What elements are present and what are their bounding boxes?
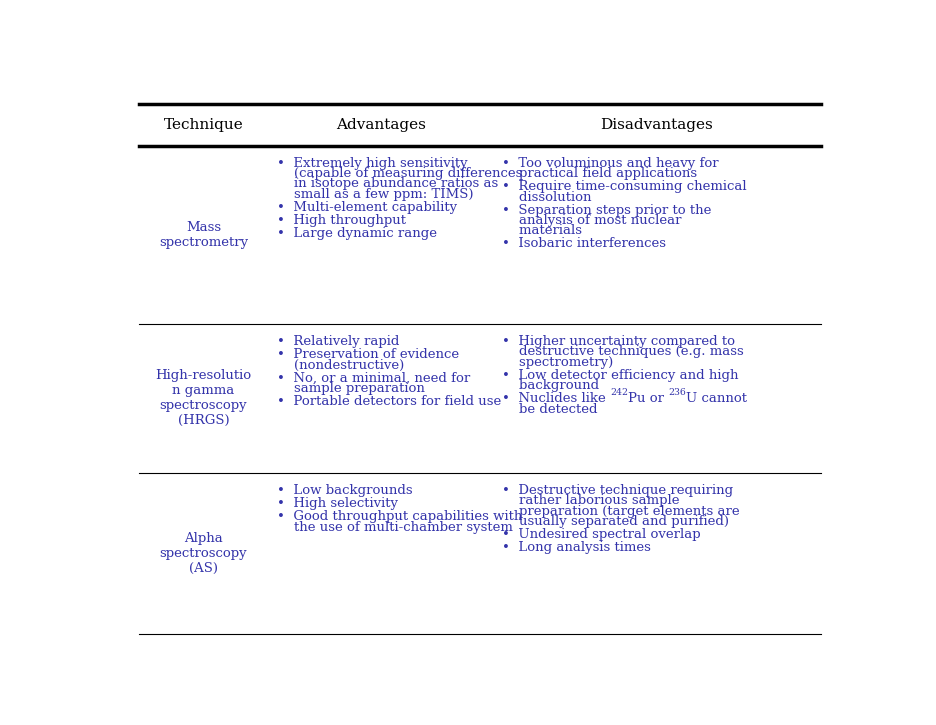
Text: •  Nuclides like: • Nuclides like [502, 392, 610, 405]
Text: Technique: Technique [164, 117, 243, 132]
Text: •  Low backgrounds: • Low backgrounds [277, 484, 413, 497]
Text: U cannot: U cannot [686, 392, 747, 405]
Text: •  Relatively rapid: • Relatively rapid [277, 335, 400, 348]
Text: 236: 236 [668, 389, 686, 397]
Text: (nondestructive): (nondestructive) [277, 359, 404, 371]
Text: •  No, or a minimal, need for: • No, or a minimal, need for [277, 372, 470, 385]
Text: •  Long analysis times: • Long analysis times [502, 542, 651, 555]
Text: destructive techniques (e.g. mass: destructive techniques (e.g. mass [502, 345, 744, 358]
Text: Pu or: Pu or [628, 392, 668, 405]
Text: •  High selectivity: • High selectivity [277, 497, 398, 510]
Text: •  Isobaric interferences: • Isobaric interferences [502, 238, 666, 250]
Text: background: background [502, 379, 599, 392]
Text: •  Low detector efficiency and high: • Low detector efficiency and high [502, 369, 739, 382]
Text: 242: 242 [610, 389, 628, 397]
Text: Disadvantages: Disadvantages [601, 117, 713, 132]
Text: materials: materials [502, 224, 582, 237]
Text: spectrometry): spectrometry) [502, 356, 613, 369]
Text: Advantages: Advantages [336, 117, 426, 132]
Text: •  Destructive technique requiring: • Destructive technique requiring [502, 484, 733, 497]
Text: Mass
spectrometry: Mass spectrometry [159, 220, 248, 249]
Text: •  Preservation of evidence: • Preservation of evidence [277, 348, 460, 361]
Text: (capable of measuring differences: (capable of measuring differences [277, 167, 522, 180]
Text: small as a few ppm: TIMS): small as a few ppm: TIMS) [277, 188, 474, 201]
Text: •  Require time-consuming chemical: • Require time-consuming chemical [502, 181, 747, 194]
Text: •  Too voluminous and heavy for: • Too voluminous and heavy for [502, 157, 719, 170]
Text: practical field applications: practical field applications [502, 167, 697, 180]
Text: •  Good throughput capabilities with: • Good throughput capabilities with [277, 510, 522, 523]
Text: •  Large dynamic range: • Large dynamic range [277, 227, 437, 240]
Text: in isotope abundance ratios as: in isotope abundance ratios as [277, 178, 498, 191]
Text: analysis of most nuclear: analysis of most nuclear [502, 214, 681, 227]
Text: •  Extremely high sensitivity: • Extremely high sensitivity [277, 157, 468, 170]
Text: •  High throughput: • High throughput [277, 214, 406, 227]
Text: be detected: be detected [502, 402, 597, 415]
Text: High-resolutio
n gamma
spectroscopy
(HRGS): High-resolutio n gamma spectroscopy (HRG… [155, 370, 252, 428]
Text: •  Multi-element capability: • Multi-element capability [277, 201, 457, 214]
Text: sample preparation: sample preparation [277, 382, 425, 395]
Text: •  Portable detectors for field use: • Portable detectors for field use [277, 395, 502, 408]
Text: •  Higher uncertainty compared to: • Higher uncertainty compared to [502, 335, 735, 348]
Text: •  Separation steps prior to the: • Separation steps prior to the [502, 204, 711, 217]
Text: •  Undesired spectral overlap: • Undesired spectral overlap [502, 528, 701, 541]
Text: the use of multi-chamber system: the use of multi-chamber system [277, 521, 513, 534]
Text: dissolution: dissolution [502, 191, 592, 204]
Text: preparation (target elements are: preparation (target elements are [502, 505, 739, 518]
Text: rather laborious sample: rather laborious sample [502, 494, 680, 508]
Text: usually separated and purified): usually separated and purified) [502, 515, 729, 528]
Text: Alpha
spectroscopy
(AS): Alpha spectroscopy (AS) [160, 532, 247, 575]
